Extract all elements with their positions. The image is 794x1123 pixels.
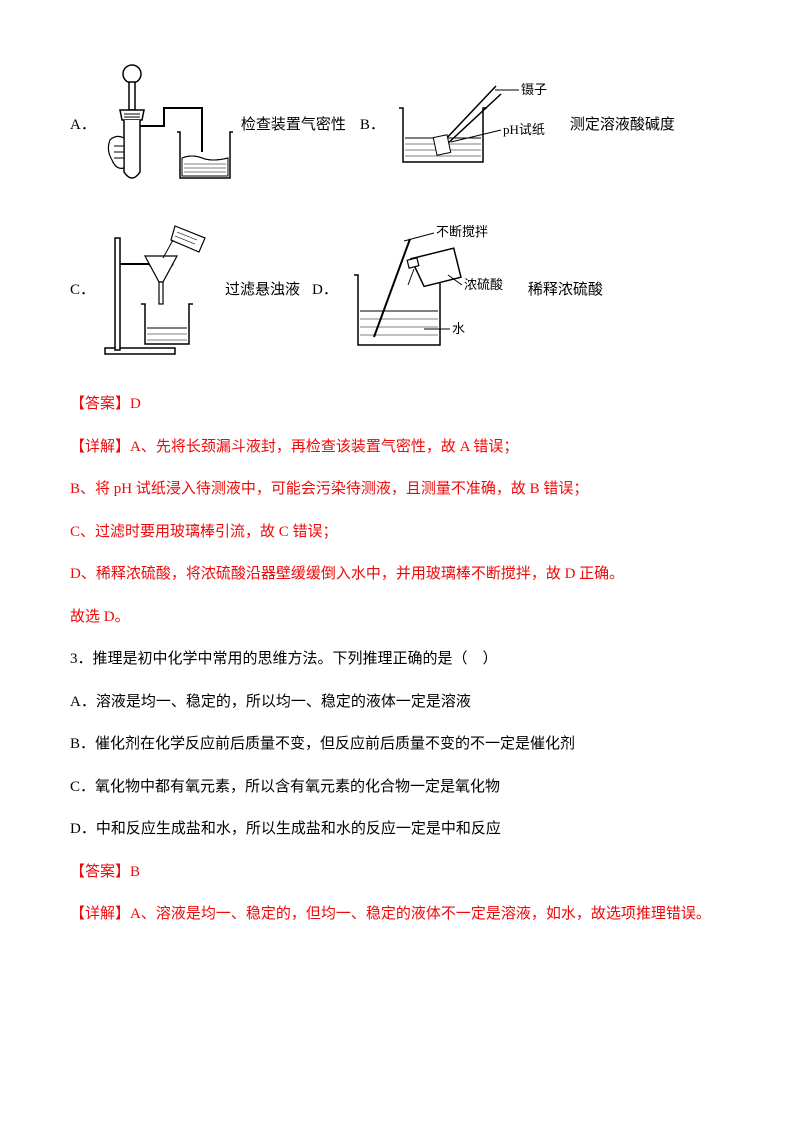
detail-a: 【详解】A、先将长颈漏斗液封，再检查该装置气密性，故 A 错误；: [70, 433, 724, 462]
svg-text:不断搅拌: 不断搅拌: [436, 225, 488, 239]
option-b-text: 测定溶液酸碱度: [570, 111, 675, 140]
option-d-block: D． 不断搅拌 浓硫酸: [312, 225, 613, 355]
q3-opt-c: C．氧化物中都有氧元素，所以含有氧元素的化合物一定是氧化物: [70, 773, 724, 802]
question-3: 3．推理是初中化学中常用的思维方法。下列推理正确的是（ ） A．溶液是均一、稳定…: [70, 645, 724, 929]
diagram-b: 镊子 pH试纸: [391, 80, 566, 170]
option-a-letter: A．: [70, 111, 96, 140]
q3-stem: 3．推理是初中化学中常用的思维方法。下列推理正确的是（ ）: [70, 645, 724, 674]
diagram-d: 不断搅拌 浓硫酸 水: [344, 225, 524, 355]
answer-label-1: 【答案】D: [70, 390, 724, 419]
svg-text:镊子: 镊子: [521, 82, 547, 97]
option-a-text: 检查装置气密性: [241, 111, 346, 140]
q3-opt-a: A．溶液是均一、稳定的，所以均一、稳定的液体一定是溶液: [70, 688, 724, 717]
option-c-block: C．: [70, 220, 310, 360]
diagram-c: [101, 220, 221, 360]
svg-text:pH试纸: pH试纸: [503, 122, 545, 137]
q3-detail: 【详解】A、溶液是均一、稳定的，但均一、稳定的液体不一定是溶液，如水，故选项推理…: [70, 900, 724, 929]
svg-text:浓硫酸: 浓硫酸: [464, 277, 503, 292]
option-a-block: A．: [70, 60, 356, 190]
conclusion-1: 故选 D。: [70, 603, 724, 632]
option-b-letter: B．: [360, 111, 385, 140]
q3-answer-label: 【答案】B: [70, 858, 724, 887]
q3-opt-d: D．中和反应生成盐和水，所以生成盐和水的反应一定是中和反应: [70, 815, 724, 844]
option-c-letter: C．: [70, 276, 95, 305]
answer-block-1: 【答案】D 【详解】A、先将长颈漏斗液封，再检查该装置气密性，故 A 错误； B…: [70, 390, 724, 631]
detail-d: D、稀释浓硫酸，将浓硫酸沿器壁缓缓倒入水中，并用玻璃棒不断搅拌，故 D 正确。: [70, 560, 724, 589]
detail-c: C、过滤时要用玻璃棒引流，故 C 错误；: [70, 518, 724, 547]
option-d-letter: D．: [312, 276, 338, 305]
option-row-ab: A．: [70, 60, 724, 190]
option-d-text: 稀释浓硫酸: [528, 276, 603, 305]
q3-opt-b: B．催化剂在化学反应前后质量不变，但反应前后质量不变的不一定是催化剂: [70, 730, 724, 759]
detail-b: B、将 pH 试纸浸入待测液中，可能会污染待测液，且测量不准确，故 B 错误；: [70, 475, 724, 504]
option-row-cd: C．: [70, 220, 724, 360]
option-c-text: 过滤悬浊液: [225, 276, 300, 305]
diagram-a: [102, 60, 237, 190]
svg-text:水: 水: [452, 321, 465, 336]
option-b-block: B． 镊子 pH试纸 测: [360, 80, 685, 170]
